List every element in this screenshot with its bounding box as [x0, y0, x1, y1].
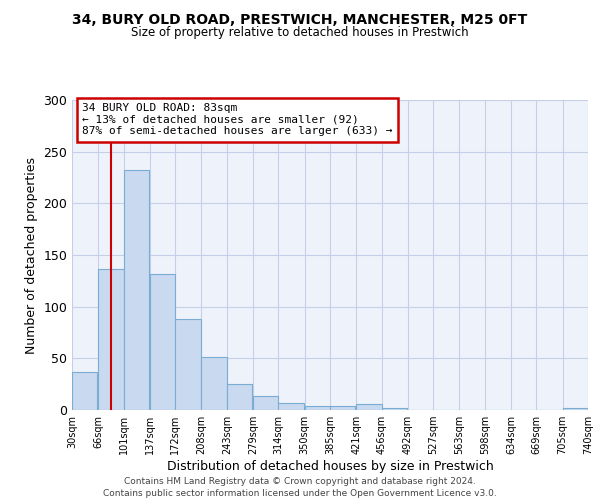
Y-axis label: Number of detached properties: Number of detached properties [25, 156, 38, 354]
Bar [72, 372, 97, 410]
Text: Contains public sector information licensed under the Open Government Licence v3: Contains public sector information licen… [103, 489, 497, 498]
Bar [202, 358, 227, 410]
Bar [278, 403, 304, 410]
Bar [98, 270, 124, 410]
Bar [305, 406, 330, 410]
Bar [330, 406, 355, 410]
Bar [124, 170, 149, 410]
Text: 34 BURY OLD ROAD: 83sqm
← 13% of detached houses are smaller (92)
87% of semi-de: 34 BURY OLD ROAD: 83sqm ← 13% of detache… [82, 103, 393, 136]
Bar [253, 396, 278, 410]
Text: Contains HM Land Registry data © Crown copyright and database right 2024.: Contains HM Land Registry data © Crown c… [124, 478, 476, 486]
X-axis label: Distribution of detached houses by size in Prestwich: Distribution of detached houses by size … [167, 460, 493, 473]
Bar [382, 408, 407, 410]
Bar [563, 408, 588, 410]
Text: 34, BURY OLD ROAD, PRESTWICH, MANCHESTER, M25 0FT: 34, BURY OLD ROAD, PRESTWICH, MANCHESTER… [73, 12, 527, 26]
Bar [150, 274, 175, 410]
Bar [227, 384, 252, 410]
Bar [356, 404, 382, 410]
Text: Size of property relative to detached houses in Prestwich: Size of property relative to detached ho… [131, 26, 469, 39]
Bar [175, 319, 200, 410]
